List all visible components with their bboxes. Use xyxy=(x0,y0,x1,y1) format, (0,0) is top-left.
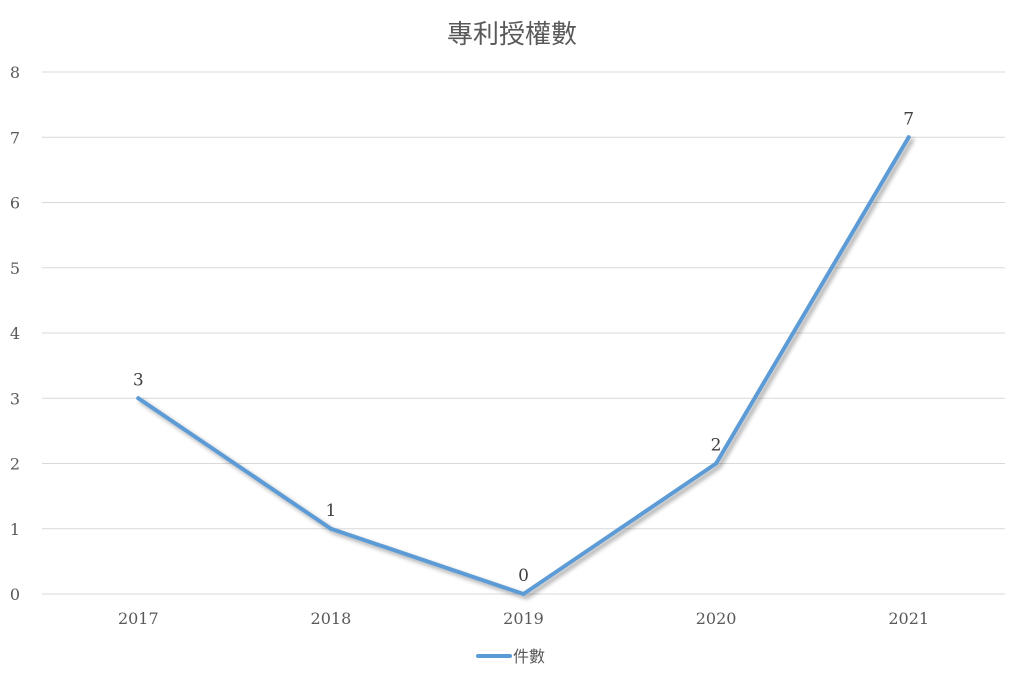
y-tick-label: 0 xyxy=(10,585,20,604)
data-labels: 3 1 0 2 7 xyxy=(133,109,914,586)
x-tick-label: 2018 xyxy=(311,609,352,628)
chart-title: 專利授權數 xyxy=(446,20,577,50)
data-point xyxy=(714,461,719,466)
x-tick-label: 2020 xyxy=(696,609,737,628)
y-tick-label: 8 xyxy=(10,63,20,82)
y-tick-label: 7 xyxy=(10,128,20,147)
legend-label: 件數 xyxy=(513,647,545,666)
series-layer xyxy=(136,135,911,596)
x-tick-label: 2019 xyxy=(503,609,544,628)
data-label: 7 xyxy=(903,109,914,129)
y-tick-label: 1 xyxy=(10,520,20,539)
y-tick-label: 4 xyxy=(10,324,20,343)
y-tick-label: 6 xyxy=(10,194,20,213)
gridlines xyxy=(42,71,1005,595)
data-point xyxy=(906,135,911,140)
y-tick-label: 3 xyxy=(10,389,20,408)
data-label: 3 xyxy=(133,370,144,390)
series-line xyxy=(136,135,911,596)
legend: 件數 xyxy=(476,647,545,666)
data-point xyxy=(136,396,141,401)
data-label: 2 xyxy=(711,436,722,456)
y-axis-ticks: 0 1 2 3 4 5 6 7 8 xyxy=(10,63,20,604)
data-point xyxy=(521,592,526,596)
data-point xyxy=(328,526,333,531)
y-tick-label: 2 xyxy=(10,455,20,474)
data-label: 0 xyxy=(518,566,529,586)
x-tick-label: 2017 xyxy=(118,609,159,628)
x-tick-label: 2021 xyxy=(888,609,929,628)
data-label: 1 xyxy=(325,501,336,521)
y-tick-label: 5 xyxy=(10,259,20,278)
x-axis-ticks: 2017 2018 2019 2020 2021 xyxy=(118,609,929,628)
